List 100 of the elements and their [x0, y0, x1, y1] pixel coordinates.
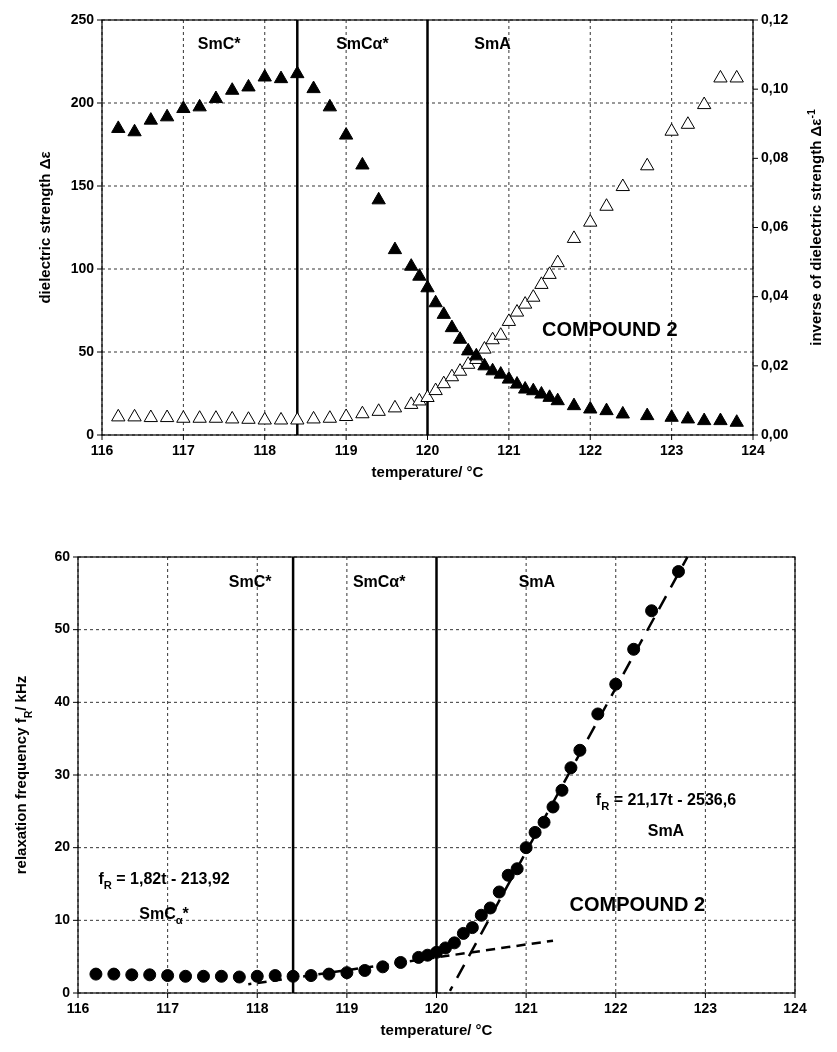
point [196, 969, 210, 983]
point [452, 363, 468, 376]
point [371, 191, 386, 205]
point [225, 410, 240, 424]
point [404, 258, 419, 271]
point [290, 411, 305, 425]
point [534, 386, 549, 399]
point [555, 783, 569, 797]
point [474, 908, 488, 922]
point [273, 411, 289, 425]
point [477, 357, 492, 371]
annotation: SmCα* [336, 35, 390, 53]
point [713, 69, 728, 83]
point [493, 366, 508, 379]
point [412, 392, 427, 406]
point [241, 411, 256, 424]
point [143, 968, 157, 982]
x-tick-label: 117 [156, 1000, 180, 1016]
point [322, 410, 337, 423]
point [640, 407, 655, 421]
annotation: SmC$_{α}$* [139, 904, 190, 926]
point [225, 82, 240, 95]
y-tick-label: 100 [70, 259, 95, 276]
point [306, 410, 321, 424]
y-tick-label: 50 [54, 620, 71, 637]
x-tick-label: 124 [783, 1000, 807, 1016]
y-tick-label: 250 [70, 10, 95, 27]
y-tick-label: 0 [86, 425, 95, 442]
point [452, 331, 468, 344]
point [322, 967, 336, 981]
point [526, 382, 541, 396]
point [469, 347, 484, 361]
point [447, 936, 461, 950]
x-tick-label: 120 [415, 442, 440, 458]
y-tick-label: 10 [54, 911, 71, 928]
point [143, 409, 158, 423]
y2-tick-label: 0,06 [761, 218, 789, 235]
y-tick-label: 200 [70, 93, 95, 110]
x-tick-label: 118 [245, 1000, 269, 1016]
annotation: f$_{R}$ = 1,82t - 213,92 [98, 869, 230, 891]
point [542, 266, 557, 279]
y-tick-label: 0 [62, 983, 71, 1000]
point [583, 400, 598, 414]
x-tick-label: 119 [334, 442, 358, 458]
point [640, 157, 655, 171]
point [179, 969, 193, 983]
point [477, 341, 492, 354]
y-tick-label: 20 [54, 838, 71, 855]
x-tick-label: 122 [604, 1000, 628, 1016]
point [214, 969, 228, 983]
y-tick-label: 30 [54, 765, 71, 782]
point [371, 403, 386, 416]
point [107, 967, 121, 981]
point [456, 926, 470, 940]
point [645, 604, 659, 618]
y2-tick-label: 0,10 [761, 79, 789, 96]
y2-tick-label: 0,02 [761, 356, 789, 373]
point [444, 368, 460, 382]
point [615, 405, 630, 419]
point [338, 408, 354, 422]
point [250, 969, 264, 983]
x-tick-label: 119 [335, 1000, 359, 1016]
point [485, 362, 500, 376]
point [528, 825, 542, 839]
point [436, 375, 451, 389]
point [241, 78, 256, 92]
point [89, 967, 103, 981]
x-tick-label: 122 [578, 442, 603, 458]
point [176, 100, 191, 114]
point [509, 376, 525, 389]
point [338, 127, 354, 140]
point [518, 296, 533, 309]
point [729, 414, 744, 427]
point [680, 116, 696, 129]
point [387, 241, 403, 255]
point [534, 276, 549, 289]
point [290, 65, 305, 79]
point [111, 120, 126, 133]
point [355, 405, 370, 419]
annotation: SmA [647, 821, 685, 839]
x-tick-label: 118 [253, 442, 277, 458]
point [420, 389, 435, 403]
annotation: SmC* [197, 35, 242, 53]
point [713, 412, 728, 426]
x-tick-label: 116 [90, 442, 114, 458]
point [564, 761, 578, 775]
point [412, 268, 427, 281]
annotation: f$_{R}$ = 21,17t - 2536,6 [595, 791, 737, 813]
point [550, 254, 565, 268]
point [566, 397, 582, 411]
point [192, 98, 207, 112]
point [428, 294, 443, 308]
point [208, 410, 224, 423]
y-tick-label: 150 [70, 176, 95, 193]
point [306, 80, 321, 94]
point [127, 408, 142, 422]
y-tick-label: 40 [54, 693, 71, 710]
y2-tick-label: 0,00 [761, 425, 789, 442]
x-axis-title: temperature/ °C [380, 1021, 493, 1038]
point [664, 409, 679, 422]
